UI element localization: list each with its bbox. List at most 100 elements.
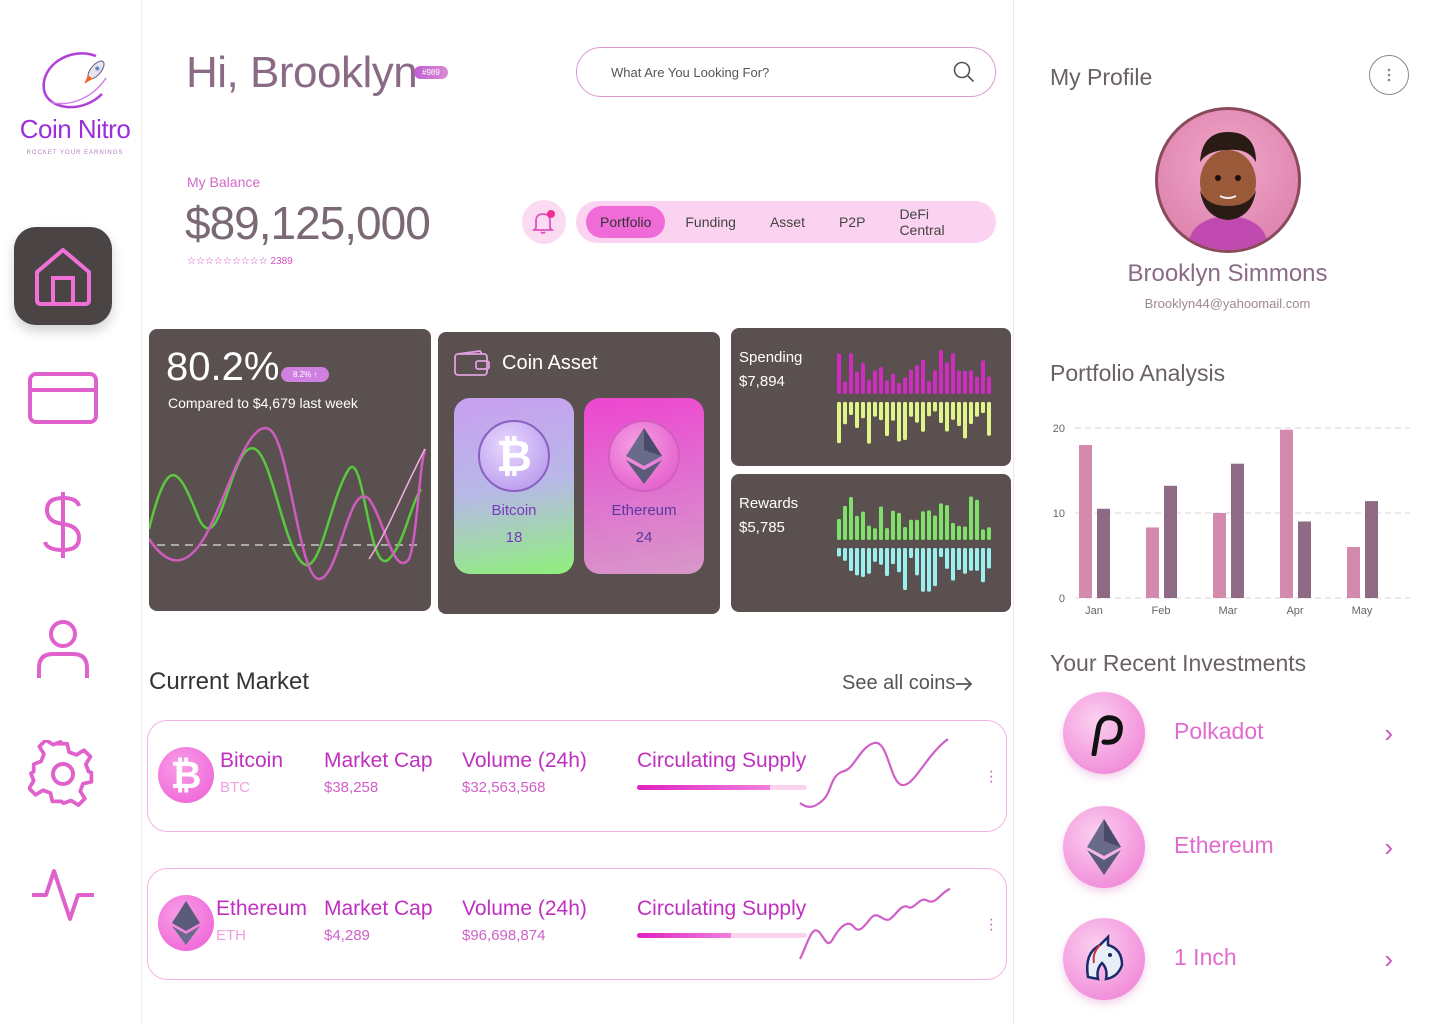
x-tick-label: Jan [1085,605,1103,617]
coin-asset-title: Coin Asset [502,351,598,374]
eq-bar-bottom [849,548,853,572]
coin-name: Bitcoin [220,749,284,772]
market-row-bitcoin[interactable]: ₿ Bitcoin BTC Market Cap $38,258 Volume … [147,720,1007,832]
spending-label: Spending [739,349,803,366]
search-input[interactable] [611,64,953,80]
search-icon[interactable] [953,61,975,83]
investment-name: 1 Inch [1174,944,1237,970]
investment-item-polkadot[interactable]: Polkadot › [1063,692,1393,776]
eq-bar-top [987,376,991,394]
eq-bar-top [861,511,865,540]
main-content: Hi, Brooklyn #989 My Balance $89,125,000… [142,0,1014,1024]
avatar-icon [1188,132,1268,250]
eq-bar-top [897,512,901,540]
chevron-right-icon[interactable]: › [1384,832,1393,862]
y-tick-label: 10 [1053,508,1065,520]
market-cap-col: Market Cap $38,258 [324,749,433,796]
rating-count: 2389 [270,256,293,267]
chart-bar [1280,429,1293,598]
1inch-unicorn-icon [1063,918,1145,1000]
portfolio-analysis-title: Portfolio Analysis [1050,360,1226,386]
dollar-icon [43,492,82,558]
svg-text:₿: ₿ [496,433,532,479]
eq-bar-bottom [987,402,991,436]
gear-icon [28,740,94,807]
eq-bar-bottom [879,548,883,565]
eq-bar-top [921,511,925,540]
ethereum-icon [1063,806,1145,888]
coin-name: Ethereum [216,897,308,920]
user-icon [37,620,89,678]
market-cap-value: $4,289 [324,927,370,944]
supply-bar [637,785,807,790]
market-cap-col: Market Cap $4,289 [324,897,433,944]
nav-home[interactable] [14,227,112,325]
volume-col: Volume (24h) $32,563,568 [462,749,587,796]
eq-bar-top [891,373,895,394]
eq-bar-top [981,529,985,540]
volume-label: Volume (24h) [462,897,587,920]
spending-bars [837,350,991,444]
eq-bar-top [879,506,883,540]
nav-activity[interactable] [14,846,112,944]
chevron-right-icon[interactable]: › [1384,944,1393,974]
chart-bar [1146,527,1159,598]
eq-bar-top [933,515,937,540]
eq-bar-bottom [963,402,967,439]
eq-bar-top [849,353,853,394]
arrow-right-icon [956,676,973,691]
eq-bar-bottom [921,548,925,592]
chart-bar [1079,445,1092,598]
investment-item-ethereum[interactable]: Ethereum › [1063,806,1393,890]
nav-finance[interactable] [14,476,112,574]
x-tick-label: Mar [1219,605,1238,617]
eq-bar-bottom [897,402,901,442]
wallet-icon [454,350,490,376]
supply-bar [637,933,807,938]
nav-settings[interactable] [14,726,112,824]
bell-icon [531,210,555,234]
eq-bar-top [855,371,859,394]
tab-asset[interactable]: Asset [769,214,805,230]
x-tick-label: Feb [1152,605,1171,617]
nav-profile[interactable] [14,600,112,698]
brand-tagline: ROCKET YOUR EARNINGS [26,150,124,156]
eq-bar-bottom [933,548,937,587]
right-panel: My Profile Brooklyn Simmons Brooklyn44@y… [1015,0,1440,1024]
investment-item-1inch[interactable]: 1 Inch › [1063,918,1393,1002]
eq-bar-bottom [927,548,931,592]
eq-bar-bottom [897,548,901,573]
growth-line-chart [149,426,427,581]
eq-bar-top [975,499,979,540]
chart-bar [1298,521,1311,598]
supply-fill [637,933,731,938]
profile-more-button[interactable] [1369,55,1409,95]
notification-button[interactable] [522,200,566,244]
eq-bar-bottom [945,548,949,569]
eq-bar-bottom [951,402,955,420]
eq-bar-top [885,380,889,394]
eq-bar-top [939,503,943,540]
eq-bar-top [861,362,865,394]
tab-defi-central[interactable]: DeFi Central [899,206,945,238]
see-all-coins-link[interactable]: See all coins [842,672,973,695]
eq-bar-top [837,518,841,540]
tab-portfolio[interactable]: Portfolio [586,206,666,238]
search-box [576,47,996,97]
chart-bar [1097,508,1110,598]
tab-funding[interactable]: Funding [685,214,736,230]
tab-p2p[interactable]: P2P [838,214,866,230]
market-row-ethereum[interactable]: Ethereum ETH Market Cap $4,289 Volume (2… [147,868,1007,980]
nav-cards[interactable] [14,349,112,447]
eq-bar-top [873,528,877,540]
eq-bar-top [843,505,847,540]
market-title: Current Market [149,668,310,695]
profile-name: Brooklyn Simmons [1127,260,1328,287]
ethereum-tile[interactable]: Ethereum 24 [584,398,704,574]
chevron-right-icon[interactable]: › [1384,718,1393,748]
row-menu-button[interactable]: · · · [988,763,994,790]
eq-bar-bottom [969,548,973,571]
row-menu-button[interactable]: · · · [988,911,994,938]
eq-bar-top [945,505,949,540]
bitcoin-tile[interactable]: ₿ Bitcoin 18 [454,398,574,574]
